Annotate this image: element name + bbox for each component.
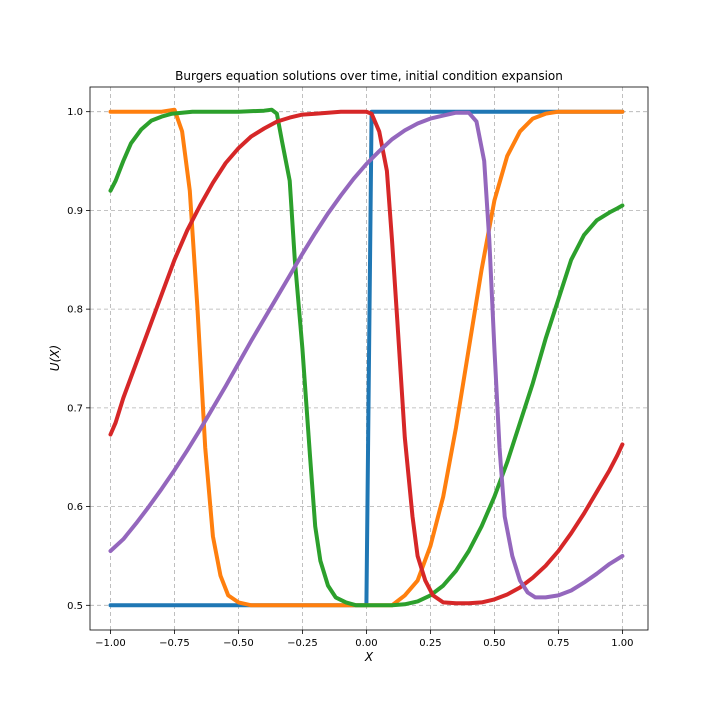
series-line-4 [108, 109, 625, 606]
x-tick-label: −1.00 [95, 638, 126, 649]
x-tick-label: 0.25 [419, 638, 441, 649]
series-line-1 [108, 109, 625, 608]
chart-title: Burgers equation solutions over time, in… [175, 69, 563, 83]
x-axis-label: X [364, 650, 374, 664]
y-axis-label: U(X) [48, 345, 62, 371]
plot-frame [89, 86, 649, 631]
x-tick-label: 0.75 [547, 638, 569, 649]
x-tick-label: −0.25 [287, 638, 318, 649]
y-tick-label: 0.6 [67, 502, 83, 513]
x-axis: −1.00 −0.75 −0.50 −0.25 0.00 0.25 0.50 0.75 1.00 [95, 630, 634, 649]
y-tick-label: 0.7 [67, 403, 83, 414]
series-line-5 [108, 110, 625, 600]
series-line-3 [108, 107, 625, 608]
x-tick-label: 1.00 [611, 638, 633, 649]
series-layer [108, 107, 625, 608]
x-tick-label: −0.75 [159, 638, 190, 649]
y-tick-label: 0.5 [67, 601, 83, 612]
x-tick-label: 0.50 [483, 638, 505, 649]
y-tick-label: 0.8 [67, 305, 83, 316]
y-tick-label: 0.9 [67, 206, 83, 217]
x-tick-label: −0.50 [223, 638, 254, 649]
y-axis: 0.5 0.6 0.7 0.8 0.9 1.0 [67, 107, 90, 612]
y-tick-label: 1.0 [67, 107, 83, 118]
x-tick-label: 0.00 [355, 638, 377, 649]
series-line-2 [108, 107, 625, 608]
